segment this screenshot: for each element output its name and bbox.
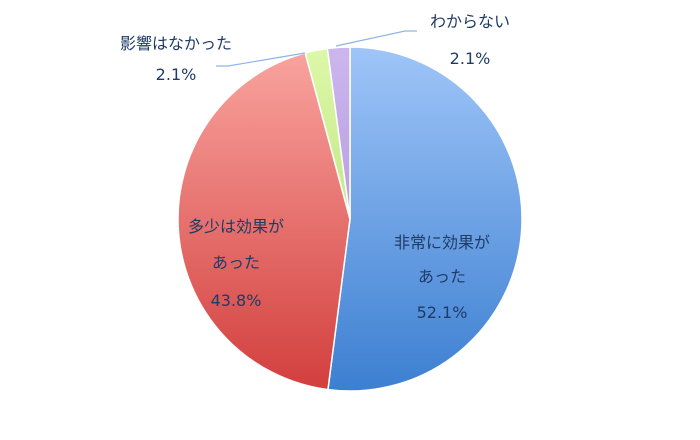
slice-value-label: 2.1%: [156, 65, 197, 84]
pie-slice: [177, 52, 351, 391]
leader-line: [335, 30, 417, 47]
slice-value-label: 2.1%: [450, 49, 491, 68]
slice-label: 多少は効果が: [188, 217, 284, 236]
slice-label: 非常に効果が: [394, 233, 490, 252]
slice-label: あった: [418, 267, 466, 286]
pie-slice: [327, 46, 523, 392]
slice-value-label: 43.8%: [211, 291, 262, 310]
slice-value-label: 52.1%: [417, 303, 468, 322]
slice-label: 影響はなかった: [120, 34, 232, 53]
slice-label: わからない: [430, 12, 510, 31]
pie-slice: [326, 46, 351, 220]
leader-line: [216, 52, 306, 67]
slice-label: あった: [212, 253, 260, 272]
